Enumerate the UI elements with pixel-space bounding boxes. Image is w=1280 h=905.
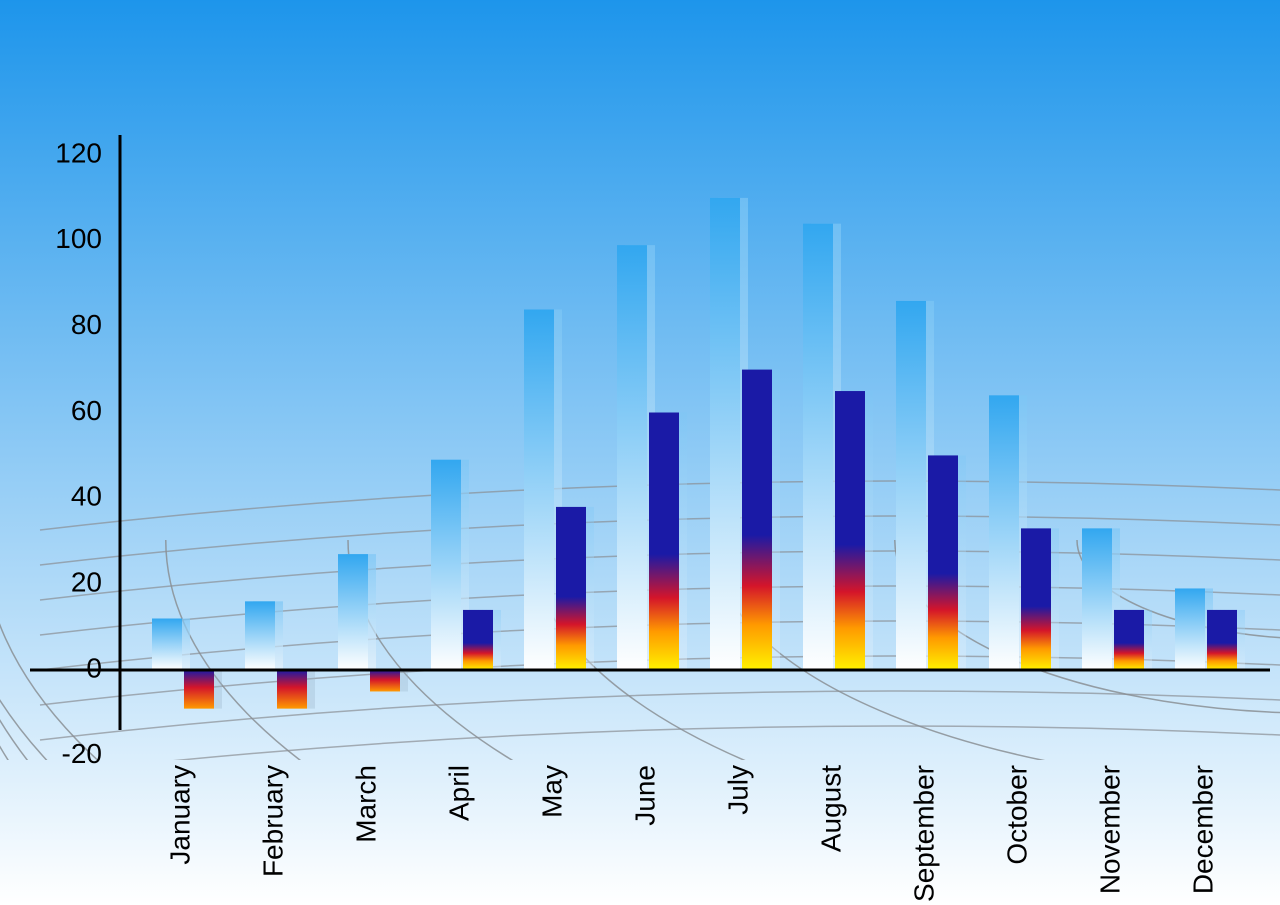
x-tick-label: July: [722, 765, 753, 815]
monthly-bar-chart: -20 0 20 40 60 80 100 120 January February March Ap…: [0, 0, 1280, 905]
series1-bar: [617, 245, 647, 670]
x-tick-label: September: [908, 765, 939, 902]
x-tick-label: June: [629, 765, 660, 826]
x-tick-label: April: [443, 765, 474, 821]
y-tick-label: 60: [71, 395, 102, 426]
x-tick-label: May: [536, 765, 567, 818]
x-tick-label: March: [350, 765, 381, 843]
series2-bar: [1114, 610, 1144, 670]
x-tick-label: January: [164, 765, 195, 865]
y-tick-label: 20: [71, 567, 102, 598]
series2-bar: [184, 670, 214, 709]
series1-bar: [1175, 588, 1205, 670]
series1-bar: [524, 310, 554, 671]
series1-bar: [803, 224, 833, 670]
y-tick-label: 120: [55, 137, 102, 168]
series2-bar: [649, 413, 679, 671]
series1-bar: [431, 460, 461, 670]
x-tick-label: October: [1001, 765, 1032, 865]
series2-bar: [277, 670, 307, 709]
series1-bar: [245, 601, 275, 670]
y-tick-label: -20: [62, 738, 102, 769]
series2-bar: [463, 610, 493, 670]
y-tick-label: 80: [71, 309, 102, 340]
series1-bar: [338, 554, 368, 670]
series1-bar: [896, 301, 926, 670]
series2-bar: [1207, 610, 1237, 670]
x-tick-label: February: [257, 765, 288, 877]
series2-bar: [835, 391, 865, 670]
y-tick-label: 0: [86, 652, 102, 683]
y-tick-label: 100: [55, 223, 102, 254]
series2-bar: [742, 370, 772, 670]
series2-bar: [556, 507, 586, 670]
x-tick-label: November: [1094, 765, 1125, 894]
y-tick-label: 40: [71, 481, 102, 512]
series2-bar: [928, 455, 958, 670]
series1-bar: [152, 619, 182, 671]
chart-svg: -20 0 20 40 60 80 100 120 January February March Ap…: [0, 0, 1280, 905]
series1-bar: [989, 395, 1019, 670]
series2-bar: [1021, 528, 1051, 670]
x-tick-label: August: [815, 765, 846, 852]
series1-bar: [1082, 528, 1112, 670]
series1-bar: [710, 198, 740, 670]
series2-bar: [370, 670, 400, 691]
x-tick-label: December: [1187, 765, 1218, 894]
